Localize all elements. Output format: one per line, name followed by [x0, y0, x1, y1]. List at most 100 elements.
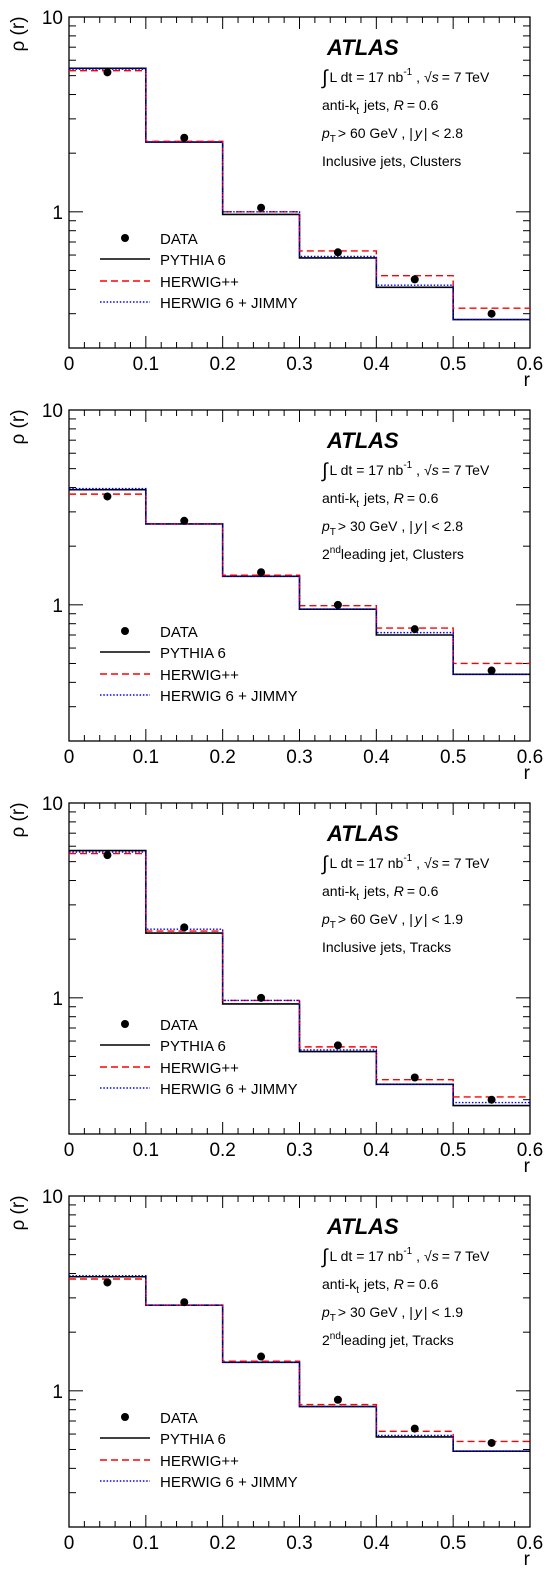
y-tick-label: 1	[52, 1382, 63, 1403]
data-point	[103, 68, 112, 77]
legend-label-herwigpp: HERWIG++	[160, 1060, 239, 1077]
bin-mark	[376, 284, 453, 286]
legend-label-herwigpp: HERWIG++	[160, 274, 239, 291]
data-point	[333, 600, 342, 609]
data-point	[257, 1352, 266, 1361]
x-tick-label: 0.1	[133, 1140, 159, 1161]
jet-algorithm-text: anti-kt jets, R = 0.6	[322, 1276, 439, 1296]
bin-mark	[453, 319, 530, 321]
y-tick-label: 1	[52, 203, 63, 224]
legend-label-data: DATA	[160, 1017, 198, 1034]
x-tick-label: 0	[64, 747, 75, 768]
lumi-energy-text: ∫ L dt = 17 nb-1 , √s = 7 TeV	[321, 460, 490, 482]
data-point	[410, 275, 419, 284]
x-tick-label: 0.2	[209, 747, 235, 768]
series-herwig-	[69, 852, 530, 1098]
bin-mark	[223, 1361, 300, 1363]
data-point	[410, 625, 419, 634]
chart-svg: 0 0.1 0.2 0.3 0.4 0.5 0.6r 1 10 ρ (r) DATA PYTHIA 6…	[8, 401, 543, 784]
x-tick-label: 0.5	[440, 747, 466, 768]
y-axis-label: ρ (r)	[8, 1195, 29, 1230]
experiment-label: ATLAS	[326, 35, 399, 60]
chart-panel-3: 0 0.1 0.2 0.3 0.4 0.5 0.6 r 1 10 ρ (r) DATA PYTHIA 6…	[0, 786, 550, 1179]
data-point	[487, 1438, 496, 1447]
data-point	[103, 851, 112, 860]
experiment-label: ATLAS	[326, 428, 399, 453]
jet-algorithm-text: anti-kt jets, R = 0.6	[322, 883, 439, 903]
x-tick-label: 0.4	[363, 747, 390, 768]
x-tick-label: 0.2	[209, 354, 235, 375]
selection-text: Inclusive jets, Tracks	[322, 939, 451, 955]
legend-label-herwig: HERWIG 6 + JIMMY	[160, 688, 298, 705]
bin-mark	[223, 1003, 300, 1005]
bin-mark	[300, 1406, 377, 1408]
y-axis-label: ρ (r)	[8, 16, 29, 51]
kinematic-cuts-text: pT > 30 GeV , | y | < 2.8	[321, 518, 463, 538]
data-point	[410, 1424, 419, 1433]
x-tick-label: 0	[64, 1140, 75, 1161]
bin-mark	[376, 1434, 453, 1436]
bin-mark	[300, 1404, 377, 1406]
legend-label-herwigpp: HERWIG++	[160, 1453, 239, 1470]
kinematic-cuts-text: pT > 60 GeV , | y | < 2.8	[321, 125, 463, 145]
legend-label-herwig: HERWIG 6 + JIMMY	[160, 295, 298, 312]
data-point	[333, 1395, 342, 1404]
jet-algorithm-text: anti-kt jets, R = 0.6	[322, 490, 439, 510]
chart-svg: 0 0.1 0.2 0.3 0.4 0.5 0.6r 1 10 ρ (r) DATA PYTHIA 6…	[8, 8, 543, 391]
legend-label-pythia: PYTHIA 6	[160, 645, 226, 662]
data-point	[333, 248, 342, 257]
x-tick-label: 0.1	[133, 354, 159, 375]
chart-panel-1: 0 0.1 0.2 0.3 0.4 0.5 0.6 r 1 10 ρ (r) DATA PYTHIA 6…	[0, 0, 550, 393]
experiment-label: ATLAS	[326, 1214, 399, 1239]
data-point	[410, 1073, 419, 1082]
series-herwig-6-jimmy	[69, 851, 530, 1104]
plot-frame	[68, 16, 531, 349]
bin-mark	[146, 932, 223, 934]
bin-mark	[69, 488, 146, 490]
y-tick-label: 10	[42, 8, 63, 29]
legend-label-pythia: PYTHIA 6	[160, 1431, 226, 1448]
legend-marker-data	[121, 1020, 129, 1028]
x-tick-label: 0.5	[440, 354, 466, 375]
x-tick-label: 0.6	[517, 354, 543, 375]
series-herwig-6-jimmy	[69, 68, 530, 321]
data-point	[180, 1298, 189, 1307]
lumi-energy-text: ∫ L dt = 17 nb-1 , √s = 7 TeV	[321, 67, 490, 89]
chart-svg: 0 0.1 0.2 0.3 0.4 0.5 0.6r 1 10 ρ (r) DATA PYTHIA 6…	[8, 794, 543, 1177]
x-tick-label: 0.4	[363, 1533, 390, 1554]
data-point	[333, 1041, 342, 1050]
legend-label-herwig: HERWIG 6 + JIMMY	[160, 1474, 298, 1491]
bin-mark	[453, 1105, 530, 1107]
series-pythia-6	[69, 67, 530, 321]
series-pythia-6	[69, 1275, 530, 1452]
bin-mark	[453, 662, 530, 664]
data-point	[103, 1278, 112, 1287]
x-tick-label: 0.1	[133, 747, 159, 768]
legend-marker-data	[121, 1413, 129, 1421]
lumi-energy-text: ∫ L dt = 17 nb-1 , √s = 7 TeV	[321, 1246, 490, 1268]
kinematic-cuts-text: pT > 30 GeV , | y | < 1.9	[321, 1304, 463, 1324]
x-tick-label: 0.4	[363, 1140, 390, 1161]
x-axis-label: r	[524, 1156, 531, 1177]
x-tick-label: 0.5	[440, 1140, 466, 1161]
experiment-label: ATLAS	[326, 821, 399, 846]
legend-marker-data	[121, 627, 129, 635]
legend-label-herwigpp: HERWIG++	[160, 667, 239, 684]
series-herwig-	[69, 70, 530, 309]
x-tick-label: 0.1	[133, 1533, 159, 1554]
y-tick-label: 10	[42, 1187, 63, 1208]
chart-panel-2: 0 0.1 0.2 0.3 0.4 0.5 0.6 r 1 10 ρ (r) DATA PYTHIA 6…	[0, 393, 550, 786]
y-tick-label: 10	[42, 401, 63, 422]
jet-algorithm-text: anti-kt jets, R = 0.6	[322, 97, 439, 117]
y-tick-label: 10	[42, 794, 63, 815]
legend-label-pythia: PYTHIA 6	[160, 252, 226, 269]
x-tick-label: 0	[64, 1533, 75, 1554]
x-tick-label: 0.6	[517, 1140, 543, 1161]
x-tick-label: 0.3	[286, 354, 312, 375]
bin-mark	[376, 1083, 453, 1085]
x-tick-label: 0.5	[440, 1533, 466, 1554]
x-tick-label: 0.6	[517, 1533, 543, 1554]
x-tick-label: 0.4	[363, 354, 390, 375]
data-point	[180, 516, 189, 525]
x-tick-label: 0.3	[286, 1533, 312, 1554]
